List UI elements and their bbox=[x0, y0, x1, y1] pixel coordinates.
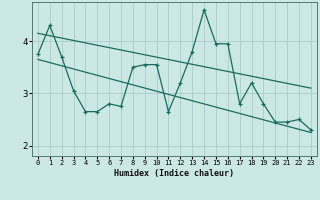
X-axis label: Humidex (Indice chaleur): Humidex (Indice chaleur) bbox=[115, 169, 234, 178]
